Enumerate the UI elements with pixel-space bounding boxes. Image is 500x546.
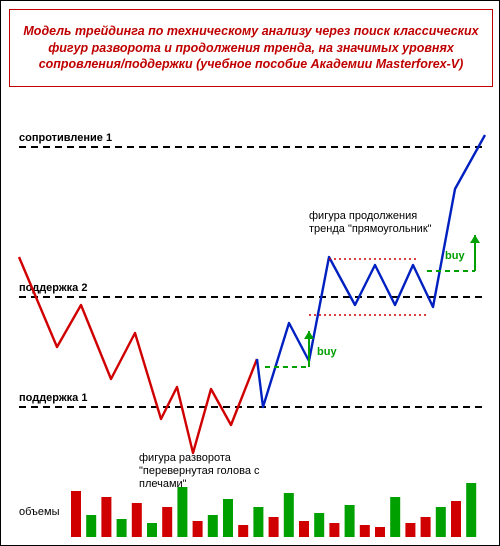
buy-arrow-head-0 xyxy=(304,331,314,339)
volume-bar-23 xyxy=(421,517,431,537)
volume-bar-0 xyxy=(71,491,81,537)
volume-bar-10 xyxy=(223,499,233,537)
volume-bar-9 xyxy=(208,515,218,537)
volume-bar-14 xyxy=(284,493,294,537)
buy-label-0: buy xyxy=(317,346,337,358)
volume-bar-7 xyxy=(177,487,187,537)
level-label-resistance1: сопротивление 1 xyxy=(19,132,112,144)
volume-bar-12 xyxy=(253,507,263,537)
volume-bar-2 xyxy=(101,497,111,537)
volume-bar-17 xyxy=(329,523,339,537)
buy-label-1: buy xyxy=(445,250,465,262)
volume-bar-15 xyxy=(299,521,309,537)
volume-bar-25 xyxy=(451,501,461,537)
volume-bar-16 xyxy=(314,513,324,537)
volume-bar-11 xyxy=(238,525,248,537)
volumes-label: объемы xyxy=(19,506,60,518)
volume-bar-1 xyxy=(86,515,96,537)
volume-bar-22 xyxy=(405,523,415,537)
annotation-continuation-l0: фигура продолжения xyxy=(309,210,417,222)
volume-bar-19 xyxy=(360,525,370,537)
buy-arrow-head-1 xyxy=(470,235,480,243)
chart-svg: сопротивление 1поддержка 2поддержка 1buy… xyxy=(9,99,493,539)
volume-bar-13 xyxy=(269,517,279,537)
volume-bar-21 xyxy=(390,497,400,537)
level-label-support1: поддержка 1 xyxy=(19,392,87,404)
volume-bar-26 xyxy=(466,483,476,537)
annotation-continuation-l1: тренда "прямоугольник" xyxy=(309,223,432,235)
title-text: Модель трейдинга по техническому анализу… xyxy=(20,23,482,74)
chart-area: сопротивление 1поддержка 2поддержка 1buy… xyxy=(9,99,493,539)
volume-bar-3 xyxy=(117,519,127,537)
price-line-up xyxy=(257,135,485,407)
volume-bar-5 xyxy=(147,523,157,537)
diagram-frame: Модель трейдинга по техническому анализу… xyxy=(0,0,500,546)
annotation-reversal-l1: "перевернутая голова с xyxy=(139,465,260,477)
title-box: Модель трейдинга по техническому анализу… xyxy=(9,9,493,87)
volume-bar-6 xyxy=(162,507,172,537)
volume-bar-24 xyxy=(436,507,446,537)
annotation-reversal-l0: фигура разворота xyxy=(139,452,232,464)
volume-bar-20 xyxy=(375,527,385,537)
volume-bar-4 xyxy=(132,503,142,537)
volume-bar-8 xyxy=(193,521,203,537)
volume-bar-18 xyxy=(345,505,355,537)
